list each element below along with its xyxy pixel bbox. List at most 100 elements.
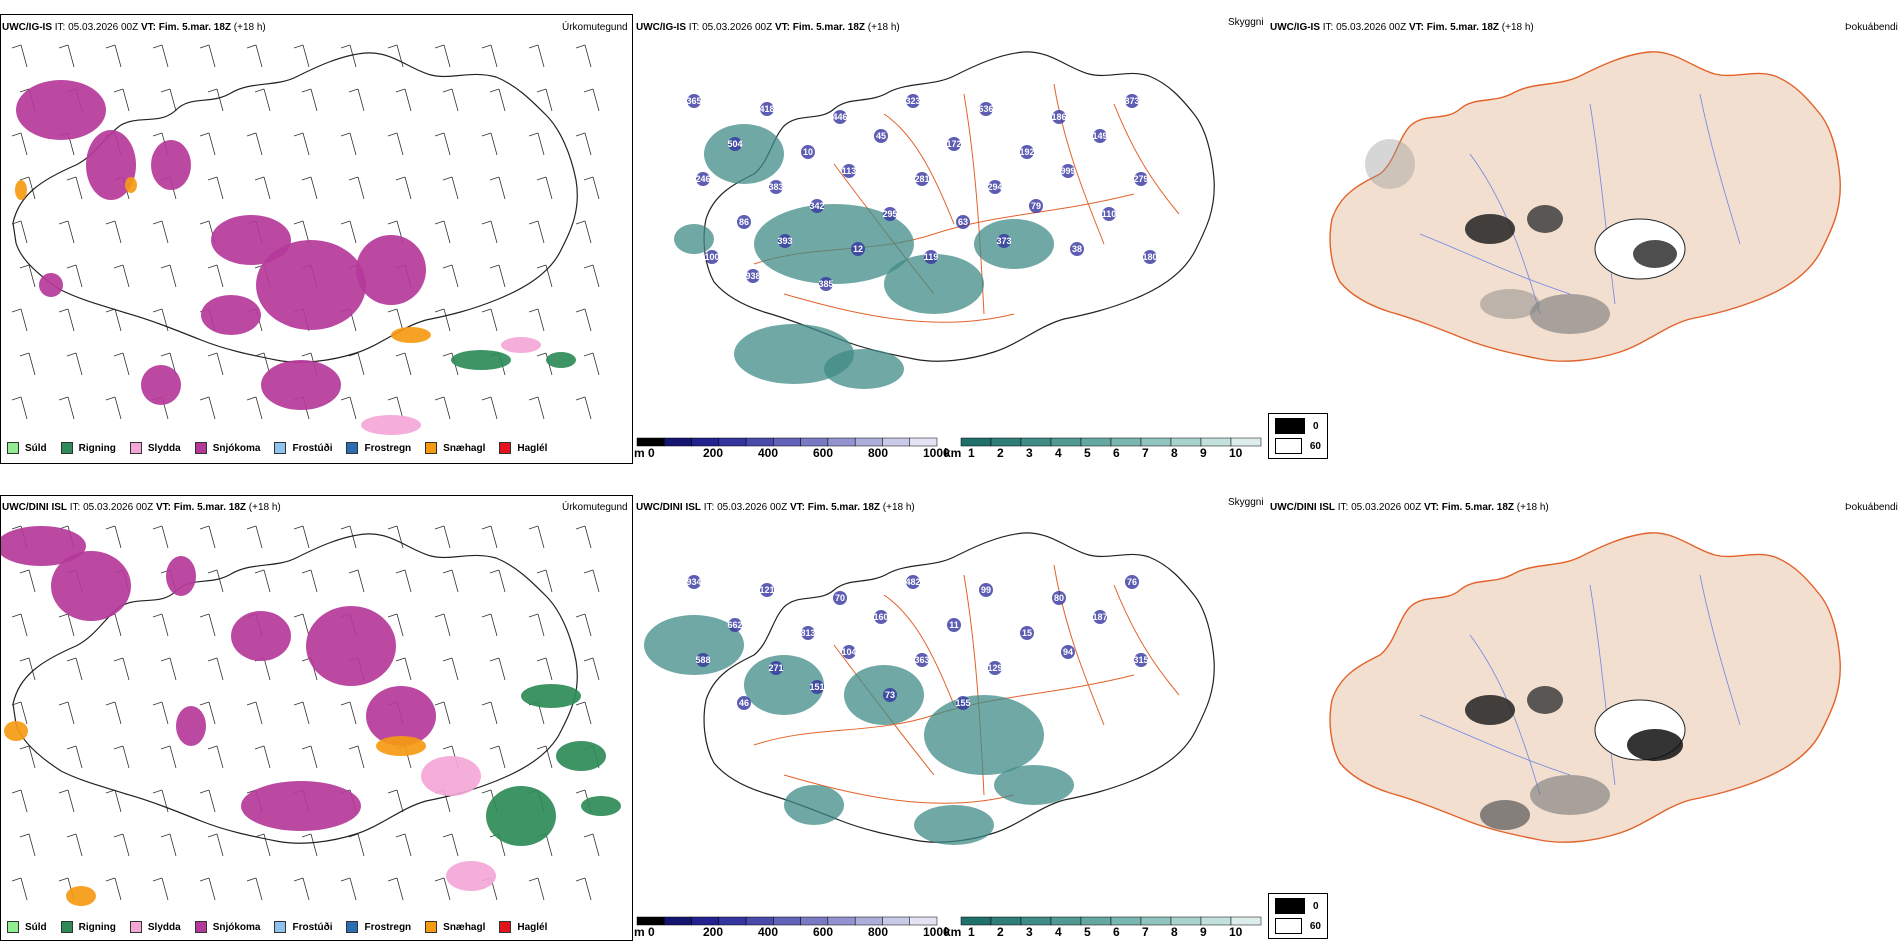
wind-barb xyxy=(58,613,75,637)
wind-barb xyxy=(58,308,75,332)
cloudbase-value-label: 38 xyxy=(1072,244,1082,254)
wind-barb xyxy=(254,745,271,769)
it-value: 05.03.2026 00Z xyxy=(717,502,788,513)
cloudbase-value-label: 45 xyxy=(876,131,886,141)
cloudbase-marker xyxy=(687,575,701,589)
cover-swatch-60 xyxy=(1275,918,1302,934)
iceland-land xyxy=(1329,532,1841,843)
colorbar-swatch xyxy=(854,916,883,926)
fog-map-bottom xyxy=(1329,532,1841,843)
wind-barb xyxy=(11,132,28,156)
colorbar-swatch xyxy=(1110,916,1142,926)
cloudbase-value-label: 186 xyxy=(1051,112,1066,122)
cloudbase-value-label: 418 xyxy=(759,104,774,114)
legend-swatch xyxy=(194,921,207,933)
wind-barb xyxy=(113,88,130,112)
header-cloud-bottom: UWC/DINI ISL IT: 05.03.2026 00Z VT: Fim.… xyxy=(636,502,915,513)
wind-barb xyxy=(105,525,122,549)
wind-barb xyxy=(395,833,412,857)
cloudbase-value-label: 271 xyxy=(768,663,783,673)
wind-barb xyxy=(246,44,263,68)
precip-area-snow xyxy=(356,235,426,305)
legend-item-snæhagl: Snæhagl xyxy=(425,442,485,454)
wind-barb xyxy=(528,44,545,68)
lead-time: (+18 h) xyxy=(233,22,266,33)
it-label: IT: xyxy=(54,22,66,33)
colorbar-swatch xyxy=(745,437,774,447)
colorbar-swatch xyxy=(636,916,665,926)
low-visibility-area xyxy=(974,219,1054,269)
wind-barb xyxy=(575,613,592,637)
low-visibility-area xyxy=(744,655,824,715)
wind-barb xyxy=(199,44,216,68)
fog-patches xyxy=(1365,139,1686,334)
cloudbase-value-label: 86 xyxy=(739,217,749,227)
cloudbase-marker xyxy=(810,199,824,213)
cloudbase-colorbar-bottom xyxy=(636,916,938,926)
cloudbase-value-label: 70 xyxy=(835,593,845,603)
legend-label: Snjókoma xyxy=(212,442,261,454)
it-value: 05.03.2026 00Z xyxy=(1351,502,1422,513)
wind-barb xyxy=(528,613,545,637)
header-fog-top: UWC/IG-IS IT: 05.03.2026 00Z VT: Fim. 5.… xyxy=(1270,22,1534,33)
legend-label: Rigning xyxy=(78,442,116,454)
colorbar-tick-label: 600 xyxy=(813,446,834,460)
cloudbase-marker xyxy=(746,269,760,283)
wind-barb xyxy=(207,657,224,681)
vt-label: VT: xyxy=(140,22,156,33)
cloudbase-value-label: 383 xyxy=(768,182,783,192)
cloudbase-marker xyxy=(1061,645,1075,659)
cloudbase-value-label: 482 xyxy=(905,577,920,587)
wind-barb xyxy=(583,569,600,593)
fog-title-bottom: Þokuábendi xyxy=(1845,502,1898,513)
vt-label: VT: xyxy=(789,502,805,513)
cloudbase-marker xyxy=(842,645,856,659)
colorbar-swatch xyxy=(1170,437,1202,447)
cloudbase-value-label: 588 xyxy=(695,655,710,665)
legend-item-frostúði: Frostúði xyxy=(274,921,332,933)
legend-swatch xyxy=(499,442,512,454)
colorbar-tick-label: 1 xyxy=(968,925,975,939)
wind-barb xyxy=(58,789,75,813)
visibility-ticks-top: 1 2 3 4 5 6 7 8 9 10 xyxy=(968,446,1268,460)
cloudbase-marker xyxy=(883,207,897,221)
wind-barb xyxy=(199,613,216,637)
legend-label: Frostúði xyxy=(292,442,333,454)
wind-barb xyxy=(434,220,451,244)
legend-swatch xyxy=(7,442,19,454)
colorbar-tick-label: 0 xyxy=(648,925,655,939)
cloudbase-marker xyxy=(924,250,938,264)
colorbar-tick-label: 9 xyxy=(1200,446,1207,460)
vt-value: Fim. 5.mar. 18Z xyxy=(792,22,866,33)
visibility-colorbar-top xyxy=(960,437,1262,447)
wind-barb xyxy=(583,264,600,288)
legend-label: Rigning xyxy=(78,921,116,933)
wind-barb xyxy=(301,833,318,857)
wind-barb xyxy=(481,613,498,637)
wind-barb xyxy=(113,264,130,288)
colorbar-swatch xyxy=(800,437,829,447)
cloudbase-value-label: 94 xyxy=(1063,647,1073,657)
cloudbase-marker xyxy=(874,610,888,624)
legend-item-slydda: Slydda xyxy=(129,921,181,933)
wind-barb xyxy=(575,701,592,725)
iceland-outline xyxy=(703,51,1215,362)
precip-legend-bottom: Súld Rigning Slydda Snjókoma Frostúði Frostre… xyxy=(7,921,547,933)
wind-barb xyxy=(293,220,310,244)
colorbar-swatch xyxy=(1020,437,1052,447)
wind-barb xyxy=(66,264,83,288)
colorbar-swatch xyxy=(854,437,883,447)
wind-barb xyxy=(293,613,310,637)
it-label: IT: xyxy=(1322,22,1334,33)
precip-map-bottom xyxy=(1,525,621,906)
colorbar-tick-label: 5 xyxy=(1084,446,1091,460)
wind-barb xyxy=(583,88,600,112)
wind-barb xyxy=(583,833,600,857)
wind-barb xyxy=(66,833,83,857)
vt-label: VT: xyxy=(1408,22,1424,33)
cloudbase-value-label: 192 xyxy=(1019,147,1034,157)
wind-barb xyxy=(19,745,36,769)
wind-barb xyxy=(105,877,122,901)
cloudbase-value-label: 100 xyxy=(704,252,719,262)
wind-barb xyxy=(340,877,357,901)
